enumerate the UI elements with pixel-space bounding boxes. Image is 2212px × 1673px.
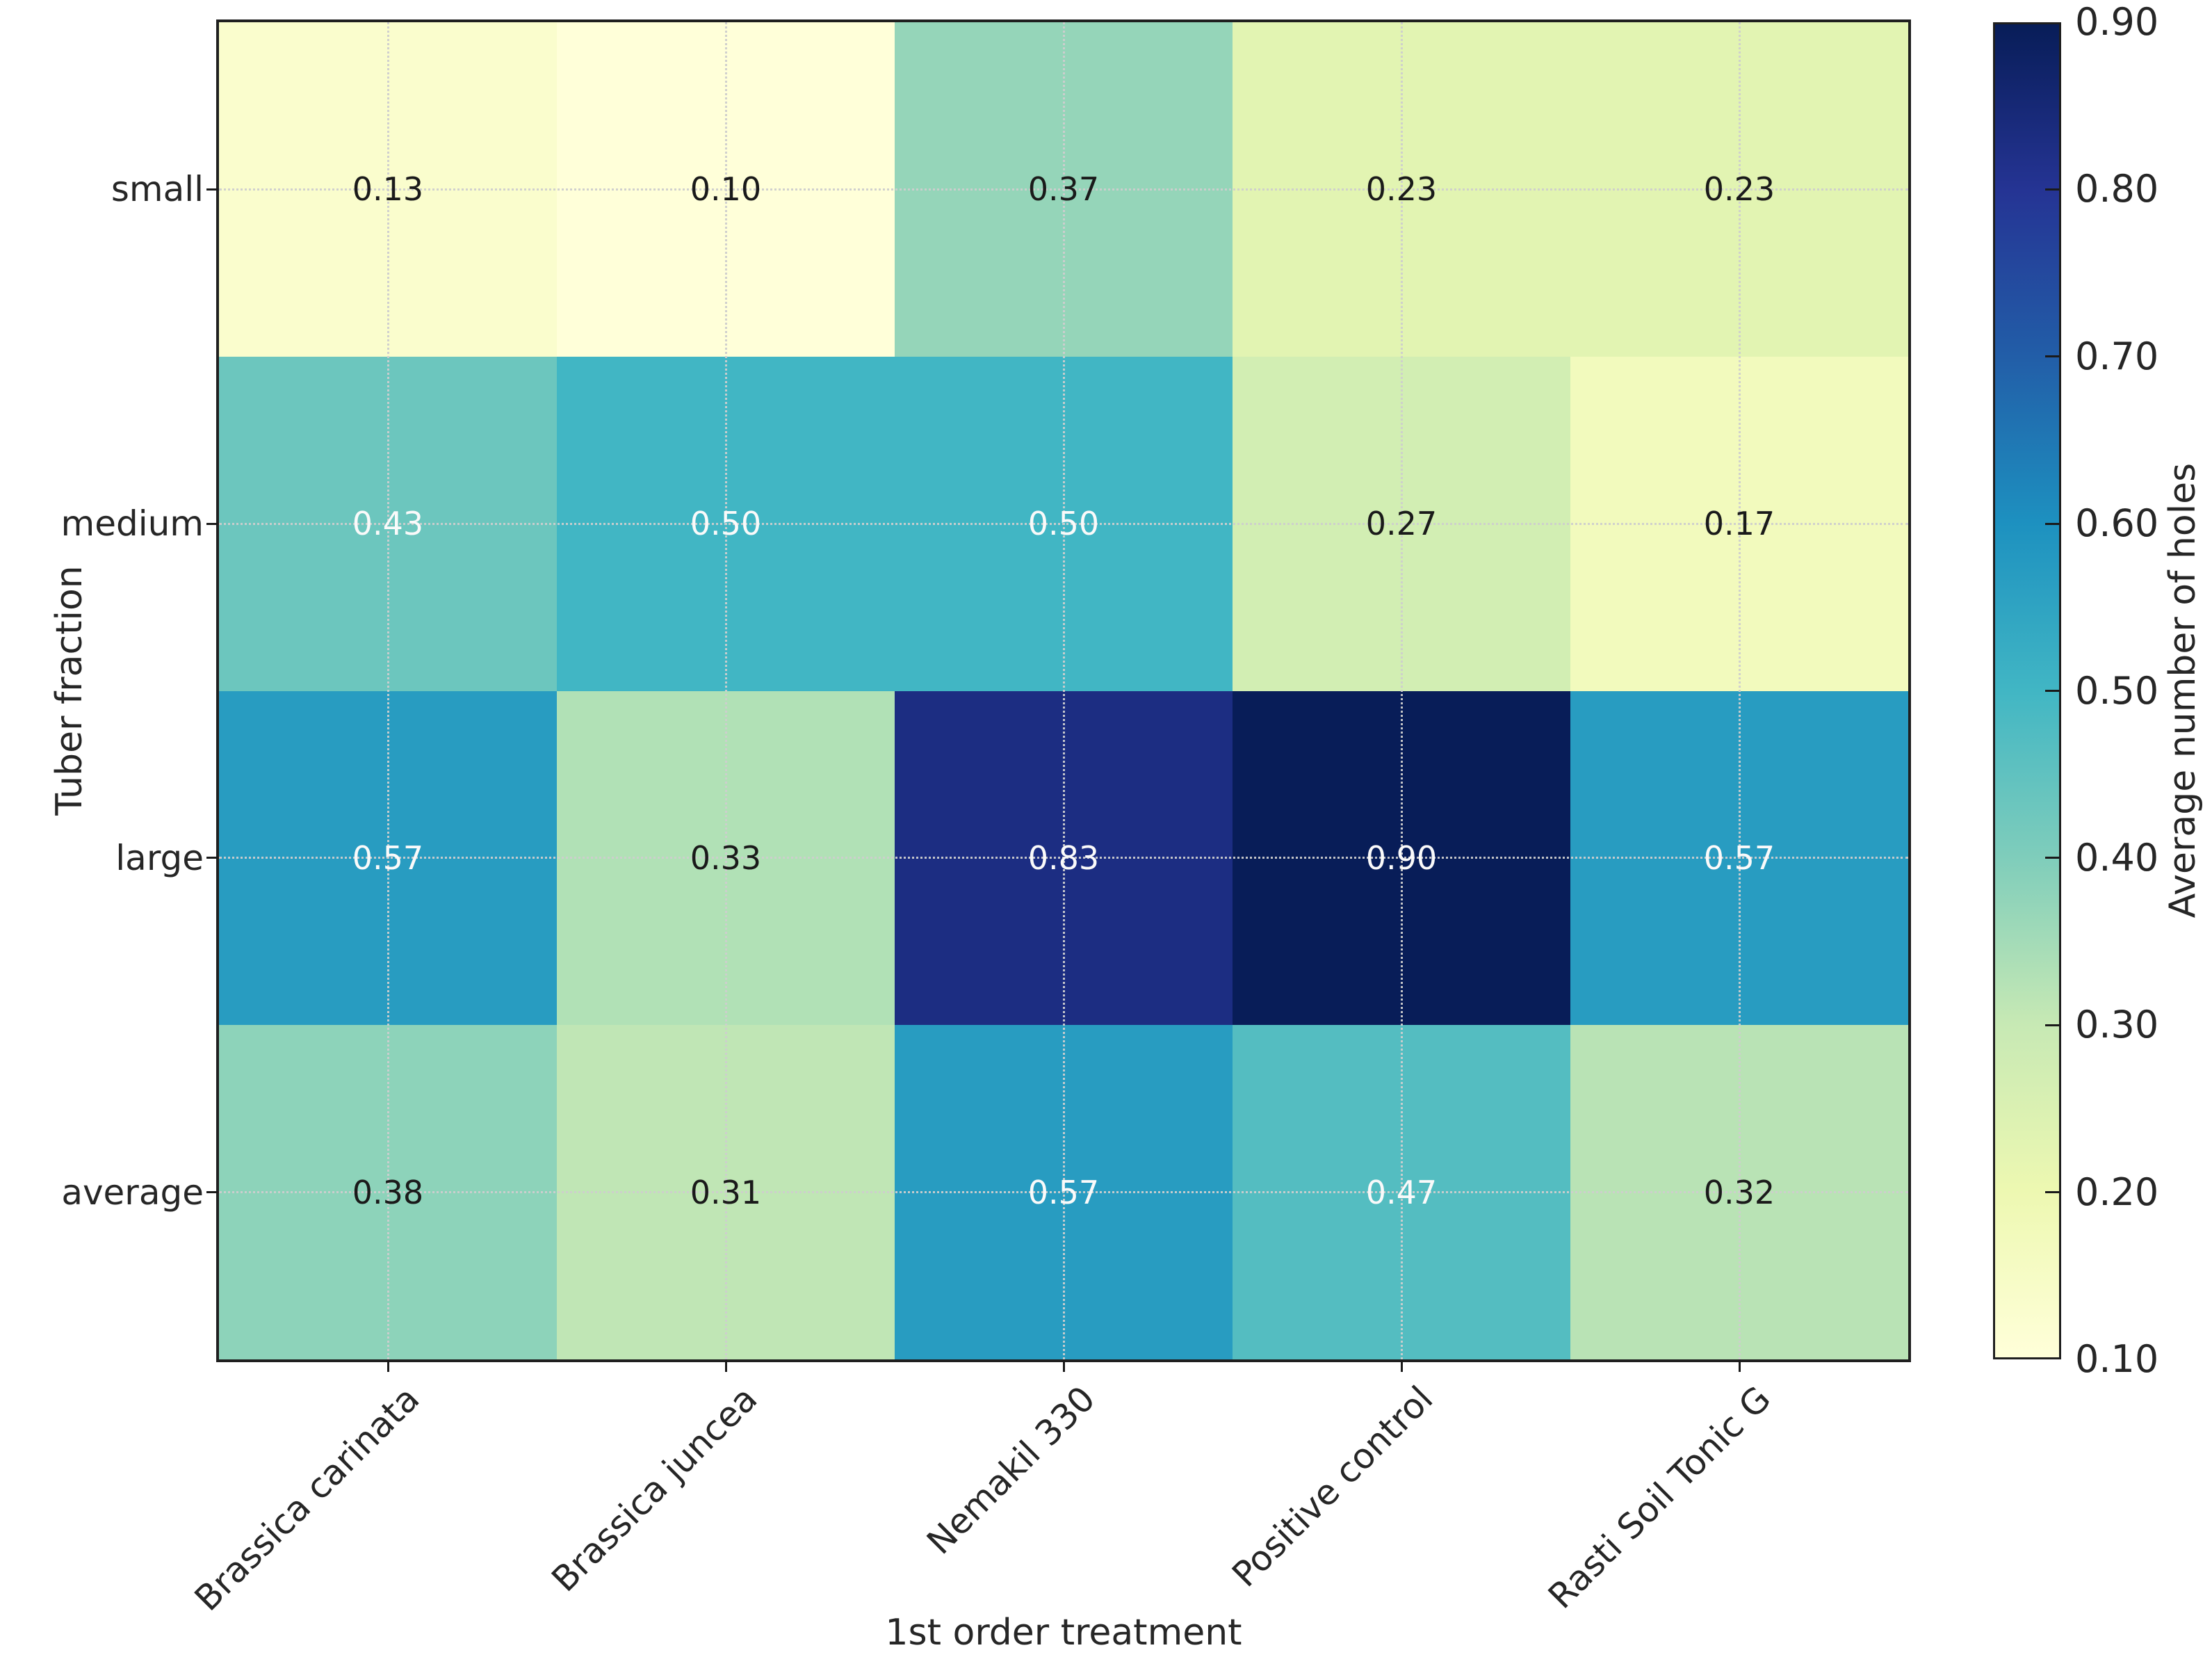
- cell-value: 0.47: [1365, 1173, 1438, 1211]
- x-tick-mark: [1738, 1359, 1741, 1372]
- cell-value: 0.17: [1703, 505, 1775, 543]
- cell-value: 0.13: [352, 170, 424, 209]
- y-tick-mark: [206, 857, 219, 859]
- cell-value: 0.43: [352, 505, 424, 543]
- gridlines-layer: [219, 22, 1908, 1359]
- colorbar-tick-mark: [2045, 1024, 2059, 1026]
- y-tick-label: large: [115, 837, 204, 878]
- x-tick-mark: [724, 1359, 727, 1372]
- gridline-vertical: [387, 22, 389, 1359]
- colorbar: [1993, 22, 2061, 1359]
- colorbar-tick-label: 0.80: [2075, 167, 2159, 211]
- colorbar-tick-mark: [2045, 690, 2059, 692]
- gridline-vertical: [1062, 22, 1065, 1359]
- colorbar-tick-label: 0.10: [2075, 1337, 2159, 1381]
- cell-value: 0.50: [1027, 505, 1100, 543]
- y-tick-label: average: [61, 1172, 204, 1213]
- y-axis-title: Tuber fraction: [49, 565, 90, 816]
- y-tick-label: medium: [60, 503, 204, 544]
- x-tick-label: Brassica carinata: [186, 1378, 428, 1619]
- colorbar-tick-label: 0.30: [2075, 1003, 2159, 1047]
- cell-value: 0.83: [1027, 839, 1100, 877]
- cell-value: 0.31: [690, 1173, 762, 1211]
- cell-value: 0.37: [1027, 170, 1100, 209]
- gridline-vertical: [1400, 22, 1403, 1359]
- cell-value: 0.57: [1027, 1173, 1100, 1211]
- colorbar-tick-label: 0.60: [2075, 501, 2159, 546]
- cell-value: 0.33: [690, 839, 762, 877]
- cell-value: 0.23: [1703, 170, 1775, 209]
- gridline-horizontal: [219, 857, 1908, 859]
- colorbar-tick-label: 0.90: [2075, 0, 2159, 44]
- gridline-vertical: [1738, 22, 1741, 1359]
- cell-values-layer: 0.13 0.10 0.37 0.23 0.23 0.43 0.50 0.50 0.27 0.17…: [219, 22, 1908, 1359]
- y-tick-mark: [206, 1191, 219, 1194]
- cell-value: 0.57: [352, 839, 424, 877]
- y-tick-mark: [206, 522, 219, 525]
- y-tick-mark: [206, 188, 219, 191]
- plot-area: 0.13 0.10 0.37 0.23 0.23 0.43 0.50 0.50 0.27 0.17…: [216, 19, 1911, 1362]
- colorbar-tick-mark: [2045, 188, 2059, 191]
- colorbar-title: Average number of holes: [2162, 462, 2204, 919]
- x-tick-mark: [1400, 1359, 1403, 1372]
- cell-value: 0.27: [1365, 505, 1438, 543]
- colorbar-tick-label: 0.50: [2075, 668, 2159, 713]
- y-tick-label: small: [111, 169, 204, 210]
- colorbar-tick-mark: [2045, 857, 2059, 859]
- cell-value: 0.90: [1365, 839, 1438, 877]
- gridline-horizontal: [219, 188, 1908, 191]
- cell-value: 0.57: [1703, 839, 1775, 877]
- cell-value: 0.32: [1703, 1173, 1775, 1211]
- x-axis-title: 1st order treatment: [885, 1612, 1242, 1654]
- cell-value: 0.23: [1365, 170, 1438, 209]
- gridline-horizontal: [219, 1191, 1908, 1194]
- colorbar-tick-label: 0.40: [2075, 835, 2159, 880]
- colorbar-tick-mark: [2045, 355, 2059, 358]
- gridline-horizontal: [219, 522, 1908, 525]
- cell-value: 0.50: [690, 505, 762, 543]
- cell-value: 0.38: [352, 1173, 424, 1211]
- x-tick-mark: [387, 1359, 389, 1372]
- x-tick-mark: [1062, 1359, 1065, 1372]
- colorbar-tick-mark: [2045, 522, 2059, 525]
- colorbar-tick-label: 0.70: [2075, 334, 2159, 378]
- colorbar-tick-label: 0.20: [2075, 1170, 2159, 1214]
- gridline-vertical: [724, 22, 727, 1359]
- colorbar-tick-mark: [2045, 1191, 2059, 1194]
- cell-value: 0.10: [690, 170, 762, 209]
